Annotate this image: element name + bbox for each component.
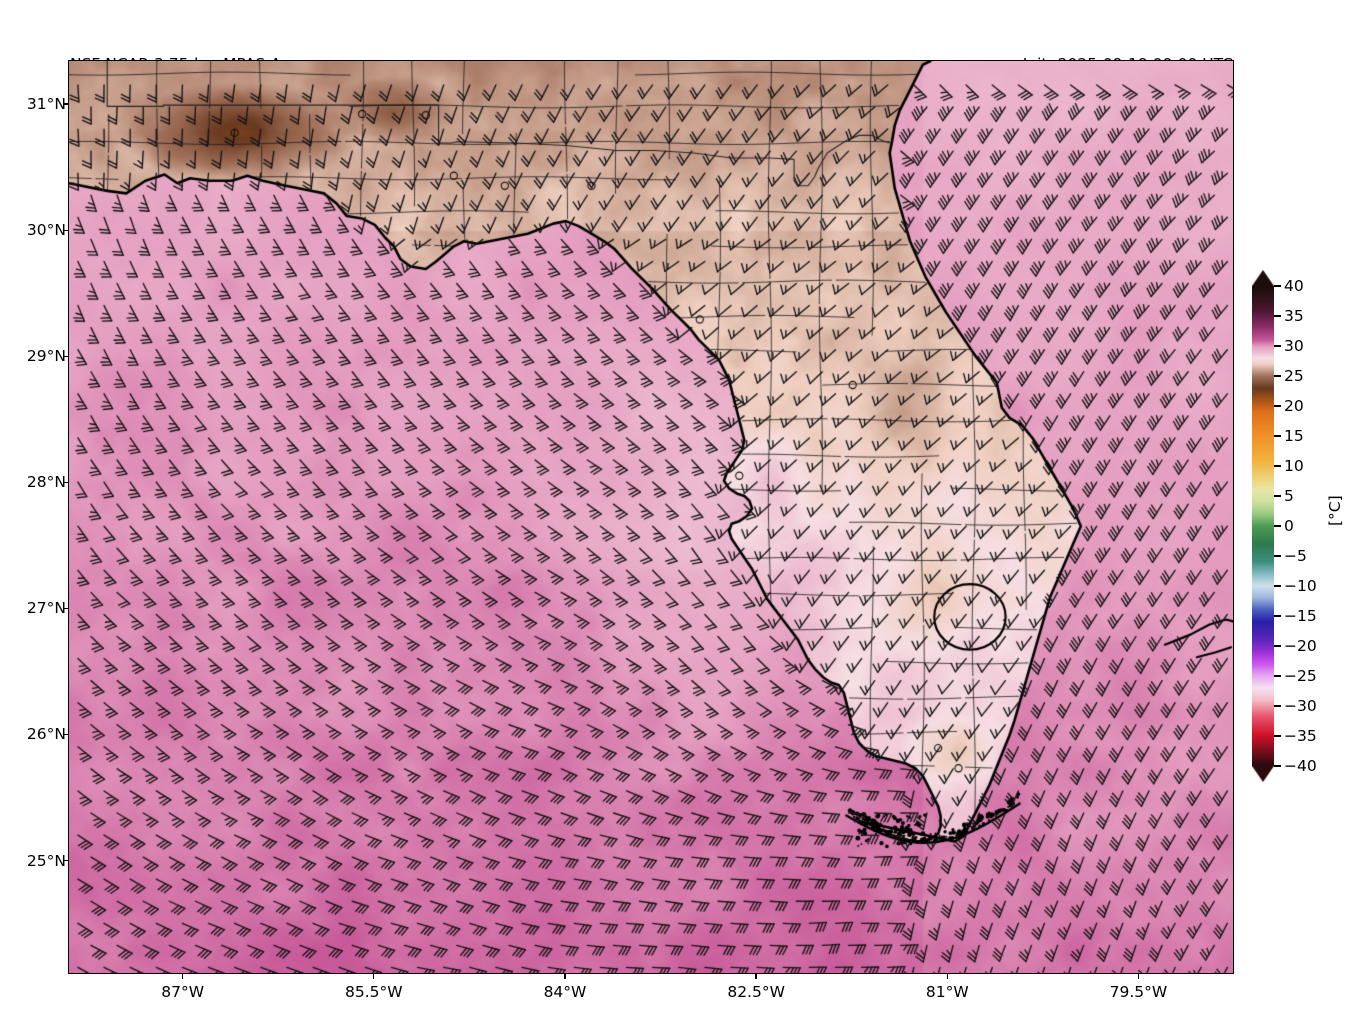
temperature-wind-map-canvas xyxy=(69,61,1233,973)
colorbar-tick-label--15: −15 xyxy=(1284,607,1317,625)
colorbar-tick-mark xyxy=(1274,555,1281,557)
colorbar-tick-mark xyxy=(1274,615,1281,617)
y-tick-label-29°N: 29°N xyxy=(26,347,66,366)
x-tick-mark xyxy=(946,974,948,979)
colorbar-tick-label-5: 5 xyxy=(1284,487,1294,505)
colorbar-tick-label-25: 25 xyxy=(1284,367,1304,385)
colorbar-tick-mark xyxy=(1274,585,1281,587)
y-tick-label-27°N: 27°N xyxy=(26,599,66,618)
colorbar-tick-mark xyxy=(1274,705,1281,707)
x-tick-label-87°W: 87°W xyxy=(161,983,205,1001)
colorbar-tick-label--40: −40 xyxy=(1284,757,1317,775)
y-tick-mark xyxy=(63,229,68,231)
colorbar-tick-label--35: −35 xyxy=(1284,727,1317,745)
colorbar-tick-label-10: 10 xyxy=(1284,457,1304,475)
x-tick-mark xyxy=(564,974,566,979)
colorbar-tick-mark xyxy=(1274,675,1281,677)
colorbar-tick-label-0: 0 xyxy=(1284,517,1294,535)
x-tick-mark xyxy=(1137,974,1140,979)
colorbar-tick-label--10: −10 xyxy=(1284,577,1317,595)
colorbar-tick-label-40: 40 xyxy=(1284,277,1304,295)
x-tick-label-79.5°W: 79.5°W xyxy=(1109,983,1168,1001)
colorbar-tick-label-30: 30 xyxy=(1284,337,1304,355)
x-tick-mark xyxy=(755,974,757,979)
x-tick-mark xyxy=(373,974,375,979)
colorbar-tick-label--25: −25 xyxy=(1284,667,1317,685)
colorbar-tick-mark xyxy=(1274,375,1281,377)
colorbar-tick-label-35: 35 xyxy=(1284,307,1304,325)
y-tick-label-31°N: 31°N xyxy=(26,95,66,114)
x-tick-label-81°W: 81°W xyxy=(925,983,969,1001)
colorbar-tick-label--30: −30 xyxy=(1284,697,1317,715)
y-tick-mark xyxy=(63,355,68,357)
colorbar-tick-mark xyxy=(1274,345,1281,347)
x-tick-label-82.5°W: 82.5°W xyxy=(727,983,785,1001)
colorbar-unit-label: [°C] xyxy=(1326,495,1344,526)
y-tick-mark xyxy=(63,607,68,610)
colorbar-tick-label-20: 20 xyxy=(1284,397,1304,415)
y-tick-label-26°N: 26°N xyxy=(26,725,66,744)
colorbar-extend-max-arrow xyxy=(1252,270,1274,286)
y-tick-label-30°N: 30°N xyxy=(26,221,66,240)
colorbar-tick-label--5: −5 xyxy=(1284,547,1307,565)
colorbar-tick-mark xyxy=(1274,285,1281,287)
y-tick-label-25°N: 25°N xyxy=(26,851,66,870)
y-tick-mark xyxy=(63,859,68,862)
colorbar-tick-mark xyxy=(1274,435,1281,437)
x-tick-label-84°W: 84°W xyxy=(543,983,587,1001)
colorbar-extend-min-arrow xyxy=(1252,766,1274,782)
colorbar-tick-mark xyxy=(1274,765,1281,767)
colorbar-tick-mark xyxy=(1274,735,1281,737)
colorbar-tick-mark xyxy=(1274,645,1281,647)
map-plot-area xyxy=(68,60,1234,974)
y-tick-mark xyxy=(63,103,68,105)
colorbar-tick-mark xyxy=(1274,405,1281,407)
colorbar-tick-label--20: −20 xyxy=(1284,637,1317,655)
y-tick-mark xyxy=(63,733,68,736)
colorbar-gradient xyxy=(1252,286,1274,766)
colorbar-tick-mark xyxy=(1274,525,1281,527)
colorbar-tick-mark xyxy=(1274,465,1281,467)
y-tick-mark xyxy=(63,481,68,483)
y-tick-label-28°N: 28°N xyxy=(26,473,66,492)
colorbar-tick-mark xyxy=(1274,495,1281,497)
x-tick-mark xyxy=(182,974,184,979)
x-tick-label-85.5°W: 85.5°W xyxy=(345,983,403,1001)
colorbar: 40 35 30 25 20 15 10 5 0 −5 −10 −15 −20 −25 −30 −35 −40 xyxy=(1248,270,1317,782)
colorbar-tick-label-15: 15 xyxy=(1284,427,1304,445)
colorbar-tick-mark xyxy=(1274,315,1281,317)
